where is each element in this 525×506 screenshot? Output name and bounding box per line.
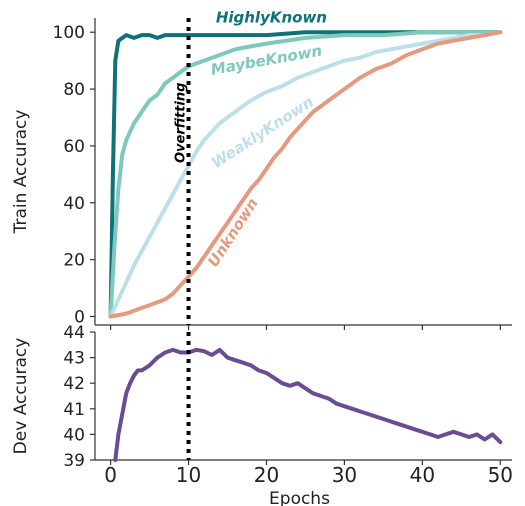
dev-x-tick-label: 0 <box>104 463 117 487</box>
train-y-tick-label: 80 <box>63 80 85 100</box>
dev-y-tick-label: 44 <box>63 323 85 343</box>
series-line-dev <box>113 347 503 462</box>
train-y-axis-label: Train Accuracy <box>11 110 31 235</box>
train-y-tick-label: 0 <box>74 307 85 327</box>
series-line-unknown <box>108 30 503 319</box>
dev-x-tick-label: 50 <box>488 463 513 487</box>
dev-y-tick-label: 43 <box>63 349 85 369</box>
dev-x-tick-label: 20 <box>254 463 279 487</box>
series-label-unknown: Unknown <box>204 195 262 271</box>
series-label-highlyknown: HighlyKnown <box>216 8 327 26</box>
train-y-tick-label: 60 <box>63 137 85 157</box>
dev-accuracy-panel: 39 40 41 42 43 44 0 10 20 30 40 50 Dev Accuracy Epoch… <box>11 323 513 506</box>
overfitting-annotation-label: Overfitting <box>174 83 189 163</box>
dev-x-tick-label: 40 <box>410 463 435 487</box>
dev-y-tick-label: 39 <box>63 451 85 471</box>
train-y-tick-label: 100 <box>53 23 85 43</box>
series-line-weaklyknown <box>108 30 503 319</box>
dev-y-tick-label: 40 <box>63 425 85 445</box>
dev-y-tick-label: 41 <box>63 400 85 420</box>
dev-x-tick-label: 10 <box>176 463 201 487</box>
train-y-tick-label: 40 <box>63 194 85 214</box>
dev-x-axis-label: Epochs <box>269 489 330 506</box>
series-line-highlyknown <box>108 30 503 319</box>
dev-x-tick-label: 30 <box>332 463 357 487</box>
dev-y-axis-label: Dev Accuracy <box>11 338 31 455</box>
train-y-tick-label: 20 <box>63 251 85 271</box>
dev-y-tick-label: 42 <box>63 374 85 394</box>
series-label-weaklyknown: WeaklyKnown <box>208 93 317 172</box>
